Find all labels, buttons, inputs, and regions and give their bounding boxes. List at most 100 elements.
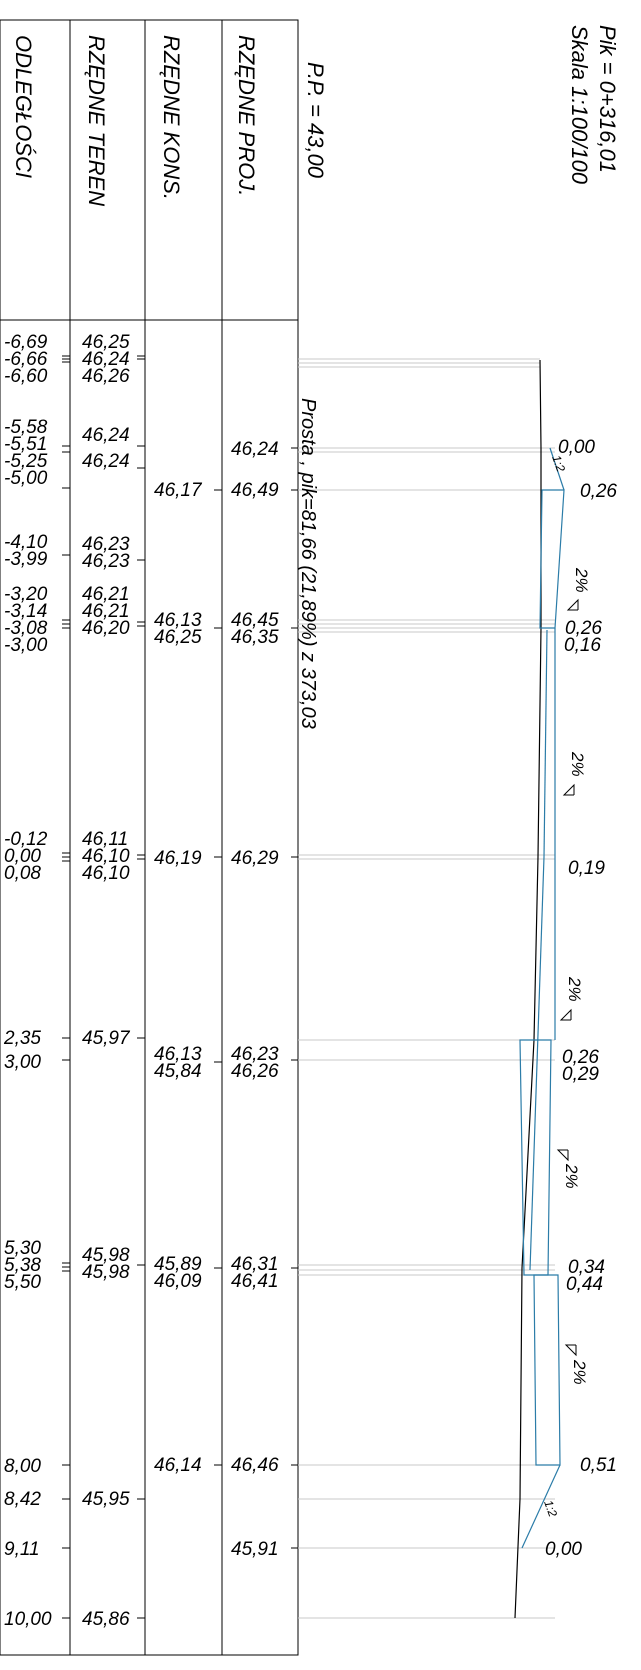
table-border bbox=[0, 19, 299, 1656]
design-value: 46,49 bbox=[231, 480, 279, 501]
grade-line-label: Prosta , pik=81,66 (21,89%) z 373,03 bbox=[297, 398, 319, 729]
distance-value: -3,00 bbox=[4, 635, 48, 656]
layer-block bbox=[533, 1274, 561, 1466]
thickness-value: 0,00 bbox=[558, 437, 595, 458]
distances-column: -6,69 -6,66 -6,60 -5,58 -5,51 -5,25 -5,0… bbox=[3, 332, 52, 1630]
terrain-value: 45,98 bbox=[82, 1262, 130, 1283]
slope-label: 2% bbox=[568, 751, 587, 777]
distance-value: -3,20 bbox=[4, 584, 48, 605]
terrain-value: 45,97 bbox=[82, 1028, 131, 1049]
slope-triangle-icon bbox=[566, 598, 579, 611]
distance-value: 0,08 bbox=[4, 863, 41, 884]
distance-value: 3,00 bbox=[4, 1052, 41, 1073]
distance-value: -4,10 bbox=[4, 532, 48, 553]
thickness-value: 0,16 bbox=[564, 635, 601, 656]
row-label-teren: RZĘDNE TEREN bbox=[84, 35, 109, 206]
side-slope-right bbox=[521, 1464, 561, 1549]
design-value: 46,46 bbox=[231, 1455, 279, 1476]
distance-value: 8,00 bbox=[4, 1456, 41, 1477]
distance-value: 5,38 bbox=[4, 1255, 41, 1276]
thickness-value: 0,19 bbox=[568, 858, 605, 879]
distance-value: 2,35 bbox=[3, 1028, 41, 1049]
row-label-proj: RZĘDNE PROJ. bbox=[234, 35, 259, 196]
slope-label: 2% bbox=[565, 976, 584, 1002]
distance-value: 5,30 bbox=[4, 1238, 41, 1259]
side-slope-labels: 1:2 1:2 bbox=[541, 453, 568, 1519]
terrain-value: 46,23 bbox=[82, 551, 130, 572]
terrain-value: 46,24 bbox=[82, 451, 130, 472]
construction-value: 45,84 bbox=[154, 1061, 202, 1082]
terrain-value: 46,24 bbox=[82, 349, 130, 370]
terrain-value: 46,21 bbox=[82, 601, 130, 622]
terrain-value: 46,11 bbox=[82, 829, 128, 850]
thickness-value: 0,51 bbox=[580, 1455, 617, 1476]
slope-triangle-icon bbox=[564, 1344, 577, 1357]
design-value: 46,24 bbox=[231, 439, 279, 460]
thickness-value: 0,29 bbox=[562, 1064, 599, 1085]
terrain-value: 46,10 bbox=[82, 846, 130, 867]
thickness-value: 0,00 bbox=[545, 1539, 582, 1560]
design-column: 46,24 46,49 46,45 46,35 46,29 46,23 46,2… bbox=[231, 439, 279, 1560]
slope-label: 2% bbox=[572, 567, 591, 593]
terrain-value: 45,86 bbox=[82, 1609, 130, 1630]
guide-lines bbox=[298, 358, 555, 1619]
distance-value: 9,11 bbox=[4, 1539, 40, 1560]
construction-column: 46,17 46,13 46,25 46,19 46,13 45,84 45,8… bbox=[154, 480, 203, 1476]
design-value: 46,31 bbox=[231, 1254, 279, 1275]
row-label-kons: RZĘDNE KONS. bbox=[159, 35, 184, 200]
distance-value: -5,51 bbox=[4, 434, 47, 455]
thickness-value: 0,26 bbox=[565, 618, 602, 639]
terrain-column: 46,25 46,24 46,26 46,24 46,24 46,23 46,2… bbox=[82, 332, 131, 1630]
construction-value: 46,13 bbox=[154, 1044, 202, 1065]
side-slope-left bbox=[549, 447, 565, 491]
thickness-value: 0,26 bbox=[562, 1047, 599, 1068]
design-value: 45,91 bbox=[231, 1539, 279, 1560]
slope-label: 2% bbox=[562, 1163, 581, 1189]
thickness-labels: 0,00 0,26 0,26 0,16 0,19 0,26 0,29 0,34 … bbox=[545, 437, 617, 1560]
distance-value: -5,00 bbox=[4, 468, 48, 489]
distance-value: 8,42 bbox=[4, 1489, 41, 1510]
design-value: 46,45 bbox=[231, 610, 279, 631]
terrain-value: 46,24 bbox=[82, 425, 130, 446]
thickness-value: 0,26 bbox=[580, 481, 617, 502]
tick-marks bbox=[62, 355, 298, 1619]
slope-triangle-icon bbox=[559, 1008, 572, 1021]
slope-triangle-icon bbox=[556, 1149, 569, 1162]
design-value: 46,29 bbox=[231, 848, 279, 869]
terrain-value: 45,95 bbox=[82, 1489, 130, 1510]
distance-value: -3,08 bbox=[4, 618, 48, 639]
distance-value: -5,58 bbox=[4, 417, 48, 438]
header-labels: RZĘDNE PROJ. RZĘDNE KONS. RZĘDNE TEREN O… bbox=[11, 25, 620, 206]
thickness-value: 0,34 bbox=[568, 1257, 605, 1278]
terrain-value: 46,25 bbox=[82, 332, 130, 353]
terrain-value: 46,26 bbox=[82, 366, 130, 387]
slope-label: 2% bbox=[570, 1359, 589, 1385]
slope-markers: 2% 2% 2% 2% 2% bbox=[556, 567, 591, 1385]
slope-triangle-icon bbox=[562, 783, 575, 796]
construction-value: 46,25 bbox=[154, 627, 202, 648]
distance-value: -6,69 bbox=[4, 332, 48, 353]
thickness-value: 0,44 bbox=[566, 1274, 603, 1295]
layer-block bbox=[539, 489, 565, 629]
terrain-value: 46,21 bbox=[82, 584, 130, 605]
distance-value: -3,14 bbox=[4, 601, 47, 622]
distance-value: 5,50 bbox=[4, 1272, 41, 1293]
design-value: 46,35 bbox=[231, 627, 279, 648]
construction-value: 46,17 bbox=[154, 480, 203, 501]
construction-value: 46,19 bbox=[154, 848, 202, 869]
terrain-value: 45,98 bbox=[82, 1245, 130, 1266]
construction-value: 45,89 bbox=[154, 1254, 202, 1275]
distance-value: -6,60 bbox=[4, 366, 48, 387]
side-slope-label: 1:2 bbox=[541, 1498, 560, 1519]
terrain-value: 46,10 bbox=[82, 863, 130, 884]
layer-block bbox=[519, 1039, 552, 1276]
distance-value: 10,00 bbox=[4, 1609, 52, 1630]
distance-value: -3,99 bbox=[4, 549, 48, 570]
construction-value: 46,09 bbox=[154, 1271, 202, 1292]
side-slope-label: 1:2 bbox=[549, 453, 568, 474]
construction-value: 46,13 bbox=[154, 610, 202, 631]
row-label-odl: ODLEGŁOŚCI bbox=[11, 35, 36, 178]
design-value: 46,23 bbox=[231, 1044, 279, 1065]
design-value: 46,41 bbox=[231, 1271, 279, 1292]
construction-value: 46,14 bbox=[154, 1455, 202, 1476]
